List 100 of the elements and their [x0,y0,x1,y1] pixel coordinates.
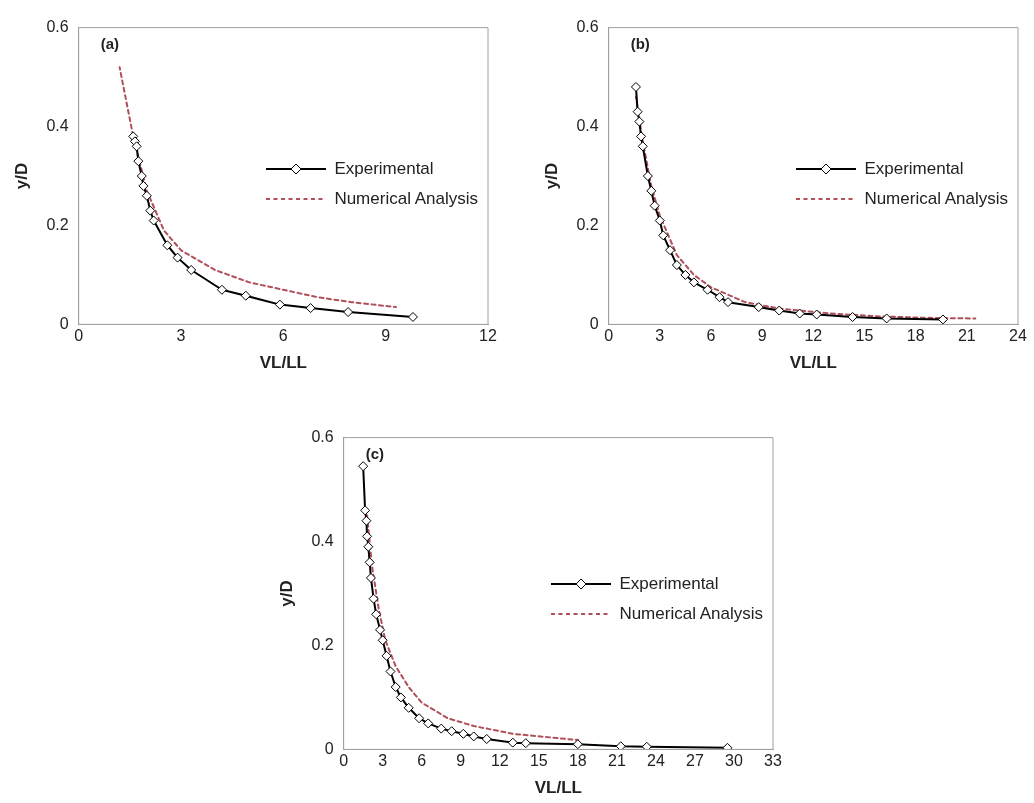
x-tick-label: 12 [479,327,497,345]
x-tick-label: 24 [1009,327,1027,345]
y-tick-label: 0.2 [46,215,69,233]
point [714,292,725,303]
x-axis-title: VL/LL [789,353,837,373]
point [403,702,414,713]
point [937,314,948,325]
point [723,297,734,308]
point [362,531,373,542]
legend-label: Numerical Analysis [334,188,478,209]
y-tick-label: 0.6 [46,18,69,36]
point [774,305,785,316]
x-tick-label: 12 [804,327,823,345]
point [458,728,469,739]
x-tick-label: 15 [855,327,874,345]
point [395,692,406,703]
point [658,230,669,241]
y-tick-label: 0 [589,314,599,332]
point [371,609,382,620]
point [138,180,149,191]
point [641,741,652,750]
point [436,723,447,734]
y-tick-label: 0.4 [576,116,599,134]
x-tick-label: 3 [176,327,186,345]
y-axis-title: y/D [11,162,31,190]
point [162,240,173,251]
point [507,737,518,748]
point [172,252,183,263]
point [423,718,434,729]
point [358,461,369,472]
legend-label: Numerical Analysis [864,188,1008,209]
point [133,156,144,167]
y-axis-title: y/D [541,162,561,190]
x-tick-label: 0 [604,327,614,345]
point [364,557,375,568]
point [637,141,648,152]
point [240,290,251,301]
point [414,713,425,724]
point [646,185,657,196]
point [665,245,676,256]
x-tick-label: 3 [378,752,388,770]
point [305,303,316,314]
point [360,505,371,516]
y-axis-title: y/D [276,580,296,607]
point [145,205,156,216]
point [186,264,197,275]
point [216,284,227,295]
x-tick-label: 24 [647,752,665,770]
y-tick-label: 0.2 [576,215,599,233]
y-tick-label: 0 [324,739,334,757]
legend-label: Numerical Analysis [619,604,763,625]
point [468,731,479,742]
point [722,742,733,750]
legend-label: Experimental [619,574,719,595]
x-axis-title: VL/LL [259,353,307,373]
legend-label: Experimental [864,158,964,179]
point [136,171,147,181]
annotation: (b) [630,35,650,53]
point [702,284,713,295]
point [390,682,401,693]
y-tick-label: 0.2 [311,635,334,653]
point [630,81,641,92]
x-tick-label: 33 [764,752,782,770]
x-tick-label: 15 [529,752,548,770]
x-tick-label: 6 [417,752,427,770]
point [654,215,665,226]
point [274,299,285,310]
point [520,738,531,749]
point [368,593,379,604]
point [632,106,643,117]
point [377,635,388,646]
x-tick-label: 0 [339,752,349,770]
point [381,650,392,661]
x-tick-label: 9 [381,327,391,345]
x-tick-label: 0 [74,327,84,345]
x-tick-label: 18 [568,752,587,770]
point [688,277,699,288]
x-axis-title: VL/LL [534,778,582,798]
point [375,624,386,635]
point [446,726,457,737]
x-tick-label: 30 [725,752,743,770]
x-tick-label: 6 [706,327,716,345]
point [481,734,492,745]
point [636,131,647,142]
x-tick-label: 21 [607,752,626,770]
point [634,116,645,127]
y-tick-label: 0.6 [576,18,599,36]
point [649,200,660,211]
point [671,260,682,271]
x-tick-label: 6 [278,327,288,345]
x-tick-label: 27 [686,752,704,770]
y-tick-label: 0.4 [311,531,334,549]
y-tick-label: 0.6 [311,428,334,446]
y-tick-label: 0 [59,314,69,332]
x-tick-label: 12 [490,752,509,770]
point [811,309,822,320]
point [794,308,805,319]
point [615,741,626,750]
point [847,311,858,322]
point [131,141,142,152]
